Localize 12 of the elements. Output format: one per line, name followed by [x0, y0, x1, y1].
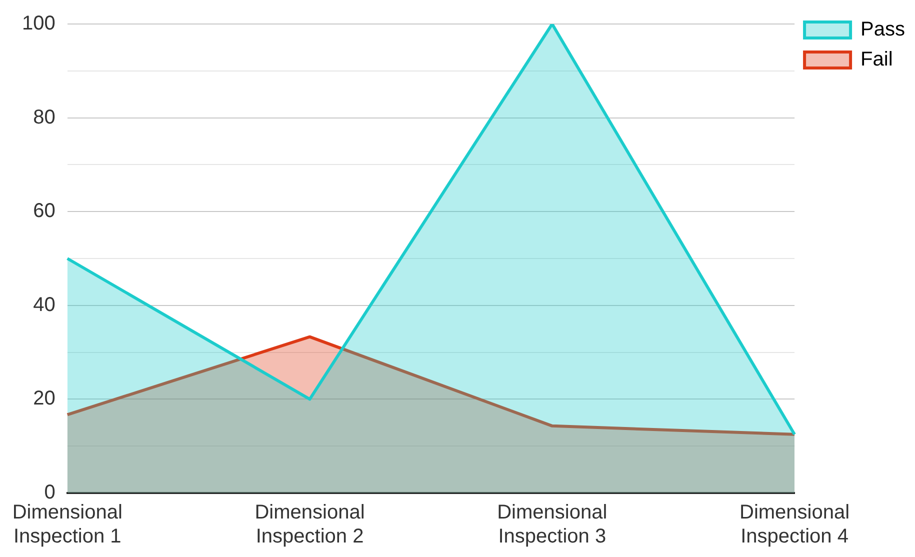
- y-tick-label: 40: [33, 294, 56, 316]
- y-tick-label: 60: [33, 200, 56, 222]
- x-tick-label: Dimensional Inspection 2: [254, 502, 365, 548]
- x-tick-label: Dimensional Inspection 1: [12, 502, 122, 548]
- x-tick-label: Dimensional Inspection 4: [740, 502, 850, 548]
- legend-label: Fail: [860, 48, 893, 71]
- y-tick-label: 20: [33, 388, 56, 410]
- x-tick-label: Dimensional Inspection 3: [497, 502, 608, 548]
- y-tick-label: 100: [22, 12, 56, 35]
- y-tick-label: 0: [44, 482, 56, 504]
- y-tick-label: 80: [33, 106, 56, 128]
- legend-label: Pass: [860, 18, 906, 41]
